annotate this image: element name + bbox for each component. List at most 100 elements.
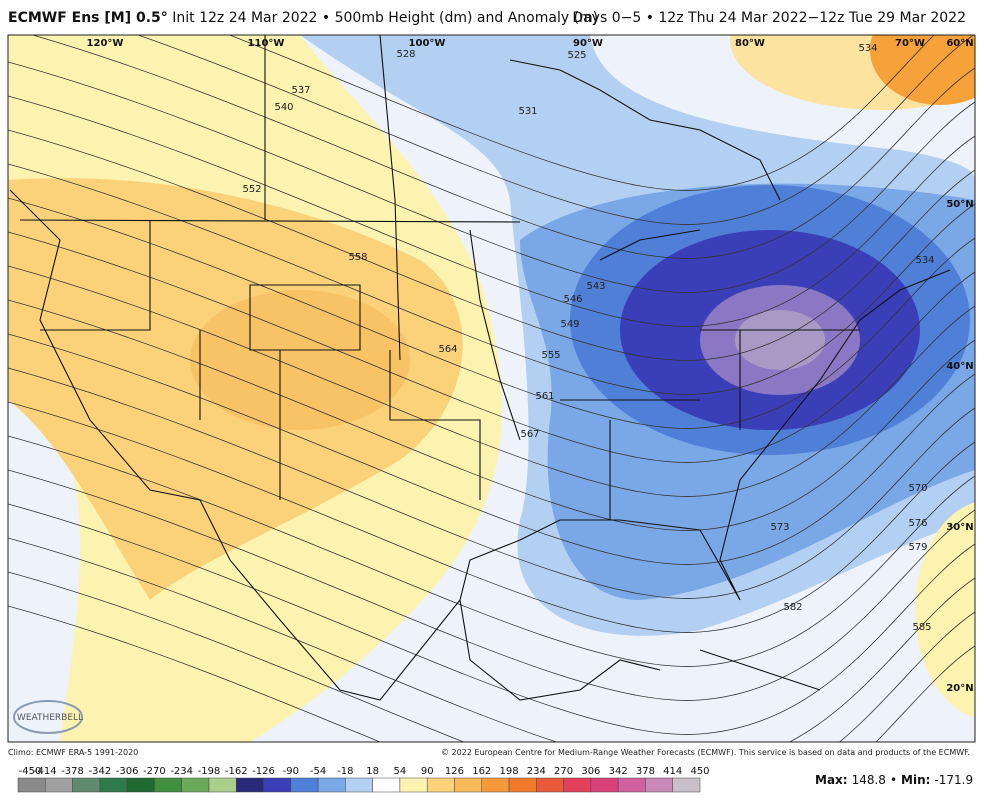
colorbar-tick-label: 90: [421, 766, 434, 777]
colorbar-swatch: [99, 777, 128, 793]
colorbar-tick-label: -54: [310, 766, 326, 777]
contour-label: 540: [274, 102, 293, 113]
contour-label: 573: [770, 522, 789, 533]
lon-label: 100°W: [409, 38, 446, 49]
contour-label: 546: [563, 294, 582, 305]
colorbar-swatch: [672, 777, 701, 793]
init: Init 12z 24 Mar 2022 • 500mb Height (dm)…: [172, 10, 599, 26]
colorbar-tick-label: -378: [61, 766, 84, 777]
colorbar-swatch: [17, 777, 46, 793]
contour-line: [8, 163, 975, 395]
lat-label: 40°N: [946, 361, 973, 372]
valid-time: Days 0−5 • 12z Thu 24 Mar 2022−12z Tue 2…: [572, 10, 966, 26]
contour-label: 555: [541, 350, 560, 361]
contour-line: [8, 469, 975, 701]
contour-line: [31, 35, 975, 259]
stats: Max: 148.8 • Min: -171.9: [815, 773, 973, 787]
contour-label: 561: [535, 391, 554, 402]
colorbar-tick-label: 126: [445, 766, 464, 777]
colorbar-tick-label: 342: [609, 766, 628, 777]
borders: [9, 35, 951, 701]
contour-line: [8, 197, 975, 429]
contour-line: [136, 35, 975, 225]
colorbar-tick-label: -414: [34, 766, 57, 777]
colorbar-swatch: [536, 777, 564, 793]
colorbar-tick-label: 378: [636, 766, 655, 777]
colorbar-swatch: [563, 777, 592, 793]
contour-line: [8, 231, 975, 463]
lat-label: 50°N: [946, 199, 973, 210]
contour-label: 528: [396, 49, 415, 60]
colorbar-tick-label: -126: [252, 766, 275, 777]
contour-label: 567: [520, 429, 539, 440]
contour-label: 564: [438, 344, 457, 355]
lon-label: 80°W: [735, 38, 765, 49]
contour-line: [8, 129, 975, 361]
contour-line: [228, 35, 935, 191]
climo-note: Climo: ECMWF ERA-5 1991-2020: [8, 748, 138, 757]
colorbar-swatch: [617, 777, 646, 793]
lon-label: 60°N: [946, 38, 973, 49]
contour-label: 579: [908, 542, 927, 553]
contour-label: 525: [567, 50, 586, 61]
colorbar-tick-label: 162: [472, 766, 491, 777]
colorbar-tick-label: 414: [663, 766, 682, 777]
colorbar-swatch: [72, 777, 101, 793]
contour-label: 558: [348, 252, 367, 263]
contour-label: 549: [560, 319, 579, 330]
colorbar-swatch: [235, 777, 264, 793]
contour-line: [8, 605, 975, 742]
colorbar-swatch: [181, 777, 210, 793]
colorbar-swatch: [290, 777, 319, 793]
colorbar-swatch: [208, 777, 237, 793]
colorbar-tick-label: -162: [225, 766, 248, 777]
contour-line: [8, 333, 975, 565]
colorbar-tick-label: -270: [143, 766, 166, 777]
colorbar-tick-label: -198: [198, 766, 221, 777]
colorbar-tick-label: 270: [554, 766, 573, 777]
contour-label: 570: [908, 483, 927, 494]
stats-max-label: Max:: [815, 773, 848, 787]
contour-label: 537: [291, 85, 310, 96]
colorbar-tick-label: -234: [170, 766, 193, 777]
colorbar-swatch: [263, 777, 292, 793]
lon-label: 90°W: [573, 38, 603, 49]
stats-separator: •: [890, 773, 897, 787]
contour-line: [8, 537, 975, 742]
colorbar-tick-label: -90: [283, 766, 299, 777]
colorbar-tick-label: -306: [116, 766, 139, 777]
colorbar-swatch: [454, 777, 483, 793]
stats-text: Max: 148.8 • Min: -171.9: [815, 773, 973, 787]
contour-label: 582: [783, 602, 802, 613]
colorbar-swatch: [399, 777, 428, 793]
contour-line: [8, 299, 975, 531]
stats-max: 148.8: [852, 773, 886, 787]
colorbar-swatch: [45, 777, 73, 793]
colorbar-swatch: [154, 777, 182, 793]
contour-label: 534: [915, 255, 934, 266]
colorbar-swatch: [645, 777, 673, 793]
stats-min: -171.9: [934, 773, 973, 787]
contour-label: 576: [908, 518, 927, 529]
colorbar-tick-label: 54: [394, 766, 407, 777]
colorbar-tick-label: 306: [581, 766, 600, 777]
lon-label: 120°W: [87, 38, 124, 49]
title: ECMWF Ens [M] 0.5° Init 12z 24 Mar 2022 …: [8, 10, 598, 26]
model: ECMWF Ens [M] 0.5°: [8, 10, 168, 26]
colorbar-tick-label: -342: [88, 766, 111, 777]
contour-line: [8, 265, 975, 497]
contour-label: 552: [242, 184, 261, 195]
colorbar-tick-label: -450: [19, 766, 42, 777]
colorbar-swatch: [372, 777, 401, 793]
colorbar-tick-label: 234: [527, 766, 546, 777]
contour-label: 585: [912, 622, 931, 633]
colorbar-tick-label: -18: [337, 766, 353, 777]
colorbar-swatch: [426, 777, 455, 793]
contour-line: [8, 571, 975, 742]
colorbar-swatch: [590, 777, 619, 793]
colorbar-swatch: [126, 777, 155, 793]
map-frame: [7, 34, 976, 743]
contour-label: 531: [518, 106, 537, 117]
